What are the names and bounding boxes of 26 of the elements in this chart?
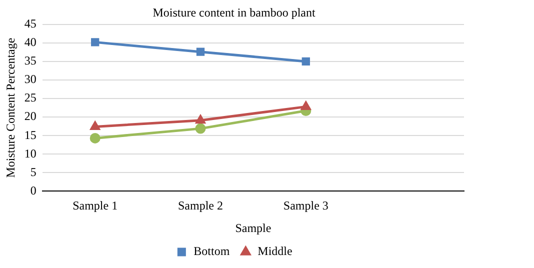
- y-tick-label: 35: [24, 54, 36, 68]
- point: [301, 101, 311, 110]
- legend-label: Bottom: [194, 244, 230, 258]
- y-tick-label: 30: [24, 72, 36, 86]
- y-tick-label: 10: [24, 146, 36, 160]
- x-axis-title: Sample: [235, 220, 272, 235]
- x-tick-label: Sample 3: [283, 198, 328, 213]
- y-tick-label: 20: [24, 109, 36, 124]
- x-tick-label: Sample 2: [178, 198, 223, 213]
- y-axis-title: Moisture Content Percentage: [3, 38, 18, 178]
- x-tick-label: Sample 1: [72, 198, 118, 213]
- y-tick-label: 45: [24, 16, 36, 31]
- legend-label: Middle: [258, 244, 292, 258]
- point: [196, 48, 205, 56]
- point: [90, 121, 100, 130]
- y-tick-label: 25: [24, 90, 36, 105]
- y-tick-label: 40: [24, 35, 36, 50]
- point: [196, 115, 206, 124]
- point: [302, 57, 310, 66]
- y-tick-label: 15: [24, 128, 36, 142]
- y-tick-label: 0: [30, 183, 36, 198]
- point: [91, 38, 100, 46]
- point: [90, 132, 100, 144]
- chart-title: Moisture content in bamboo plant: [152, 5, 316, 20]
- point: [195, 123, 206, 134]
- y-tick-label: 5: [30, 164, 36, 179]
